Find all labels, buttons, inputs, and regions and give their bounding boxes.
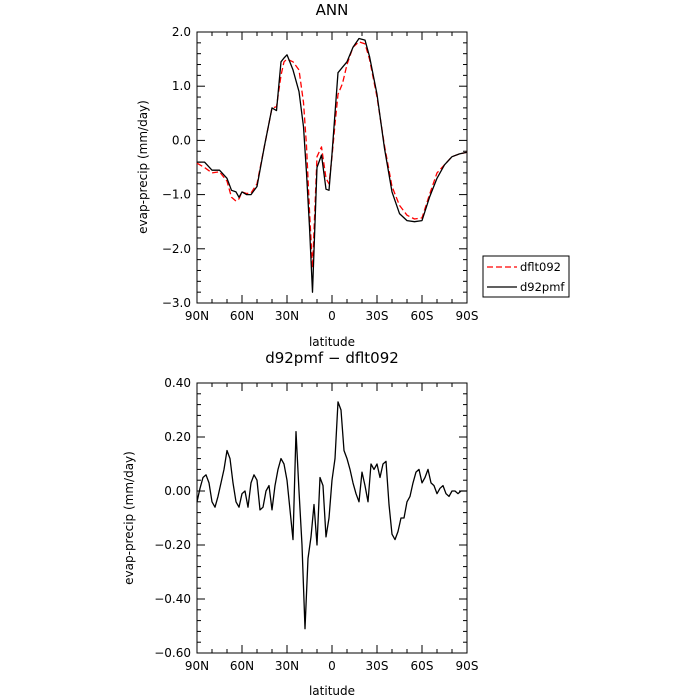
top-plot-frame	[196, 31, 468, 304]
x-tick-label: 60N	[230, 659, 254, 673]
y-tick-label: −2.0	[162, 242, 191, 256]
x-tick-label: 0	[328, 309, 336, 323]
y-tick-label: 1.0	[172, 79, 191, 93]
bottom-panel: d92pmf − dflt092 90N 60N 30N 0 30S 60S 90S 0.4…	[122, 349, 478, 698]
bottom-plot-frame	[196, 382, 468, 654]
bottom-series	[196, 401, 467, 630]
bottom-x-axis-label: latitude	[309, 684, 355, 698]
legend-label-d92pmf: d92pmf	[520, 280, 565, 294]
y-tick-label: 0.20	[164, 430, 191, 444]
x-tick-label: 60S	[411, 309, 434, 323]
y-tick-label: −1.0	[162, 188, 191, 202]
bottom-y-axis-label: evap-precip (mm/day)	[122, 451, 136, 585]
y-tick-label: −0.20	[154, 538, 191, 552]
top-y-axis-label: evap-precip (mm/day)	[136, 100, 150, 234]
y-tick-label: −0.40	[154, 592, 191, 606]
top-title: ANN	[316, 1, 349, 19]
x-tick-label: 30N	[275, 309, 299, 323]
legend-box	[482, 255, 570, 298]
top-ticks	[196, 31, 468, 304]
x-tick-label: 60S	[411, 659, 434, 673]
x-tick-label: 0	[328, 659, 336, 673]
x-tick-label: 90N	[185, 659, 209, 673]
top-x-axis-label: latitude	[309, 335, 355, 349]
bottom-ticks	[196, 382, 468, 654]
y-tick-label: 2.0	[172, 25, 191, 39]
legend-label-dflt092: dflt092	[520, 260, 561, 274]
y-tick-label: 0.00	[164, 484, 191, 498]
x-tick-label: 90S	[456, 309, 479, 323]
x-tick-label: 30N	[275, 659, 299, 673]
y-tick-label: −3.0	[162, 296, 191, 310]
bottom-y-tick-labels: 0.40 0.20 0.00 −0.20 −0.40 −0.60	[154, 376, 191, 660]
x-tick-label: 90N	[185, 309, 209, 323]
bottom-x-tick-labels: 90N 60N 30N 0 30S 60S 90S	[185, 659, 479, 673]
series-line-d92pmf	[197, 37, 468, 293]
x-tick-label: 60N	[230, 309, 254, 323]
y-tick-label: −0.60	[154, 646, 191, 660]
series-line-diff-0	[196, 401, 467, 630]
y-tick-label: 0.40	[164, 376, 191, 390]
bottom-title: d92pmf − dflt092	[265, 349, 399, 367]
x-tick-label: 30S	[366, 309, 389, 323]
top-x-tick-labels: 90N 60N 30N 0 30S 60S 90S	[185, 309, 479, 323]
x-tick-label: 90S	[456, 659, 479, 673]
legend: dflt092 d92pmf	[482, 255, 570, 298]
y-tick-label: 0.0	[172, 133, 191, 147]
top-series	[196, 37, 468, 293]
x-tick-label: 30S	[366, 659, 389, 673]
top-y-tick-labels: 2.0 1.0 0.0 −1.0 −2.0 −3.0	[162, 25, 191, 310]
top-panel: ANN 90N 60N 30N 0 30S 60S 90S 2.0 1.0 0.0 −1.0 −2.…	[136, 1, 570, 349]
